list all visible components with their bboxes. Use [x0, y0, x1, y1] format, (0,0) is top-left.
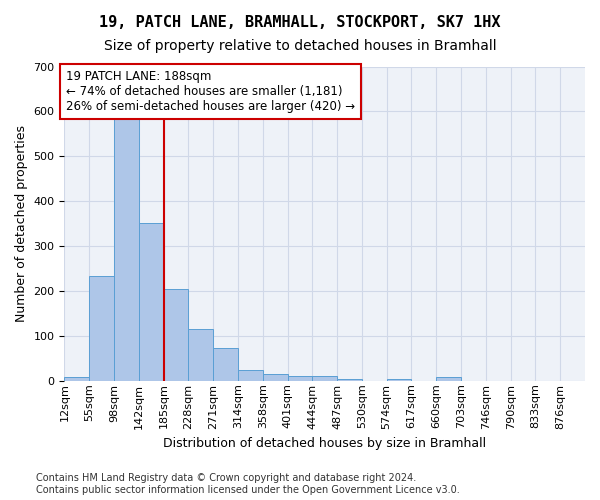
Bar	[89, 276, 114, 381]
Bar	[263, 374, 287, 381]
Bar	[436, 377, 461, 381]
X-axis label: Distribution of detached houses by size in Bramhall: Distribution of detached houses by size …	[163, 437, 486, 450]
Bar	[287, 376, 313, 381]
Text: Contains HM Land Registry data © Crown copyright and database right 2024.
Contai: Contains HM Land Registry data © Crown c…	[36, 474, 460, 495]
Bar	[64, 377, 89, 381]
Bar	[114, 119, 139, 381]
Text: 19 PATCH LANE: 188sqm
← 74% of detached houses are smaller (1,181)
26% of semi-d: 19 PATCH LANE: 188sqm ← 74% of detached …	[65, 70, 355, 112]
Bar	[164, 289, 188, 381]
Bar	[313, 376, 337, 381]
Text: Size of property relative to detached houses in Bramhall: Size of property relative to detached ho…	[104, 39, 496, 53]
Bar	[139, 222, 164, 381]
Bar	[386, 378, 412, 381]
Bar	[213, 348, 238, 381]
Y-axis label: Number of detached properties: Number of detached properties	[15, 125, 28, 322]
Text: 19, PATCH LANE, BRAMHALL, STOCKPORT, SK7 1HX: 19, PATCH LANE, BRAMHALL, STOCKPORT, SK7…	[99, 15, 501, 30]
Bar	[337, 378, 362, 381]
Bar	[188, 329, 213, 381]
Bar	[238, 370, 263, 381]
